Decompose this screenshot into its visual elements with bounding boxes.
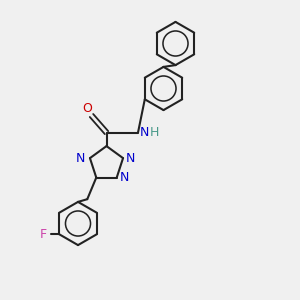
Text: N: N — [126, 152, 135, 165]
Text: O: O — [83, 102, 92, 115]
Text: N: N — [120, 171, 129, 184]
Text: F: F — [40, 228, 47, 241]
Text: N: N — [76, 152, 86, 165]
Text: N: N — [140, 126, 149, 139]
Text: H: H — [150, 126, 159, 139]
